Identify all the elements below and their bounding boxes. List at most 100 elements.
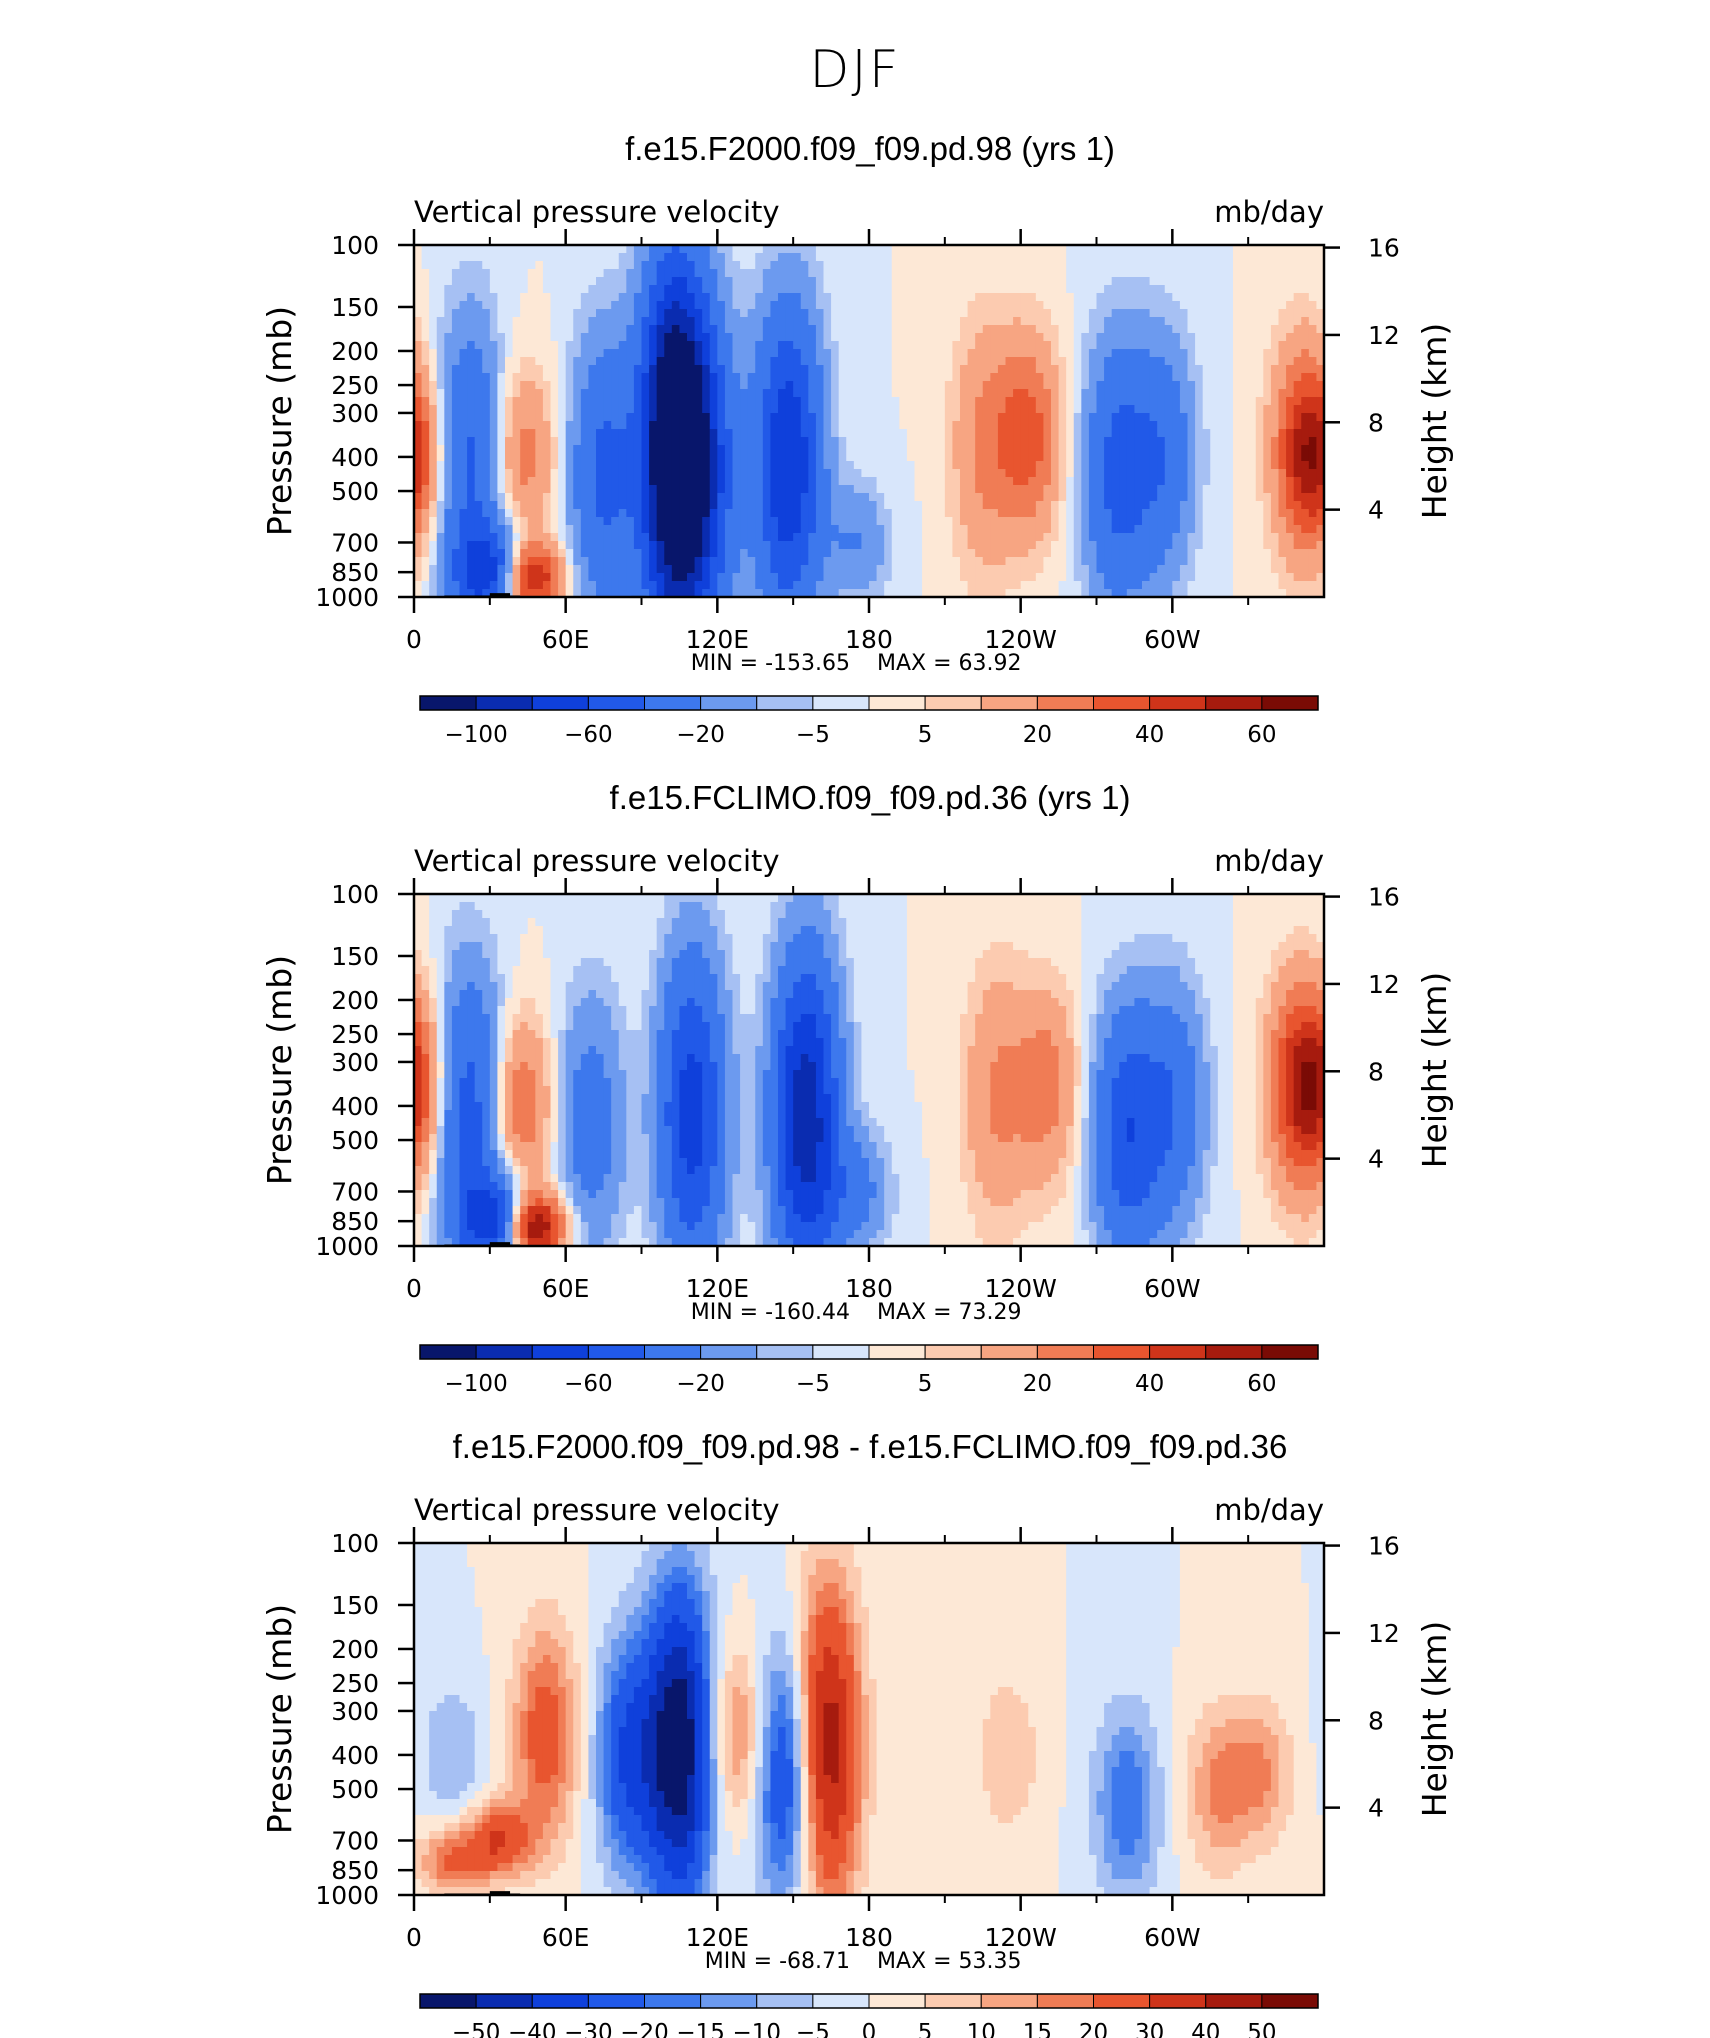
field-cell [990, 261, 999, 270]
field-cell [1293, 365, 1302, 374]
field-cell [762, 389, 772, 398]
field-cell [967, 565, 976, 574]
field-cell [1248, 429, 1257, 438]
field-cell [1179, 429, 1189, 438]
field-cell [899, 317, 908, 326]
field-cell [558, 381, 567, 390]
field-cell [626, 373, 635, 382]
field-cell [1126, 397, 1136, 406]
field-cell [550, 413, 559, 422]
field-cell [512, 453, 521, 462]
field-cell [565, 469, 574, 478]
field-cell [1301, 437, 1310, 446]
field-cell [535, 365, 544, 374]
field-cell [937, 437, 946, 446]
field-cell [1187, 269, 1196, 278]
field-cell [778, 421, 787, 430]
field-cell [793, 485, 802, 494]
field-cell [1202, 437, 1211, 446]
field-cell [1043, 509, 1052, 518]
field-cell [1316, 565, 1325, 574]
field-cell [997, 485, 1007, 494]
field-cell [596, 333, 605, 342]
field-cell [724, 301, 734, 310]
field-cell [740, 557, 749, 566]
field-cell [785, 277, 794, 286]
field-cell [520, 549, 529, 558]
field-cell [1195, 349, 1204, 358]
field-cell [580, 485, 590, 494]
field-cell [975, 477, 984, 486]
field-cell [906, 381, 916, 390]
field-cell [838, 445, 847, 454]
field-cell [1058, 437, 1067, 446]
field-cell [649, 349, 658, 358]
field-cell [808, 333, 817, 342]
field-cell [1202, 309, 1211, 318]
field-cell [1240, 397, 1249, 406]
field-cell [421, 549, 430, 558]
field-cell [1278, 493, 1287, 502]
field-cell [853, 277, 863, 286]
field-cell [1308, 485, 1318, 494]
field-cell [990, 373, 999, 382]
field-cell [876, 453, 885, 462]
field-cell [846, 501, 855, 510]
field-cell [429, 261, 438, 270]
field-cell [1028, 445, 1037, 454]
field-cell [1134, 405, 1143, 414]
field-cell [459, 341, 468, 350]
field-cell [1081, 493, 1090, 502]
field-cell [626, 317, 635, 326]
field-cell [1263, 429, 1272, 438]
field-cell [580, 349, 590, 358]
field-cell [1286, 477, 1295, 486]
field-cell [687, 533, 696, 542]
field-cell [436, 357, 445, 366]
field-cell [884, 397, 893, 406]
field-cell [702, 429, 711, 438]
field-cell [573, 509, 582, 518]
field-cell [1043, 493, 1052, 502]
field-cell [565, 277, 574, 286]
field-cell [1172, 285, 1181, 294]
field-cell [1157, 421, 1166, 430]
field-cell [952, 285, 961, 294]
field-cell [876, 365, 885, 374]
field-cell [573, 261, 582, 270]
field-cell [1179, 293, 1189, 302]
field-cell [755, 525, 764, 534]
field-cell [975, 541, 984, 550]
field-cell [505, 381, 514, 390]
field-cell [482, 573, 491, 582]
field-cell [1088, 349, 1098, 358]
field-cell [1111, 373, 1120, 382]
field-cell [846, 365, 855, 374]
field-cell [960, 333, 969, 342]
field-cell [436, 381, 445, 390]
field-cell [815, 389, 825, 398]
field-cell [1073, 357, 1082, 366]
field-cell [815, 373, 825, 382]
field-cell [1013, 477, 1022, 486]
field-cell [793, 365, 802, 374]
field-cell [497, 549, 506, 558]
field-cell [505, 285, 514, 294]
field-cell [611, 341, 620, 350]
field-cell [1119, 253, 1128, 262]
field-cell [1240, 485, 1249, 494]
field-cell [1134, 493, 1143, 502]
field-cell [1111, 293, 1120, 302]
field-cell [1088, 429, 1098, 438]
field-cell [1217, 453, 1227, 462]
field-cell [1013, 565, 1022, 574]
field-cell [520, 365, 529, 374]
field-cell [1263, 269, 1272, 278]
field-cell [1126, 325, 1136, 334]
field-cell [1240, 333, 1249, 342]
field-cell [944, 493, 954, 502]
field-cell [550, 325, 559, 334]
field-cell [1142, 357, 1151, 366]
field-cell [1134, 349, 1143, 358]
field-cell [429, 333, 438, 342]
